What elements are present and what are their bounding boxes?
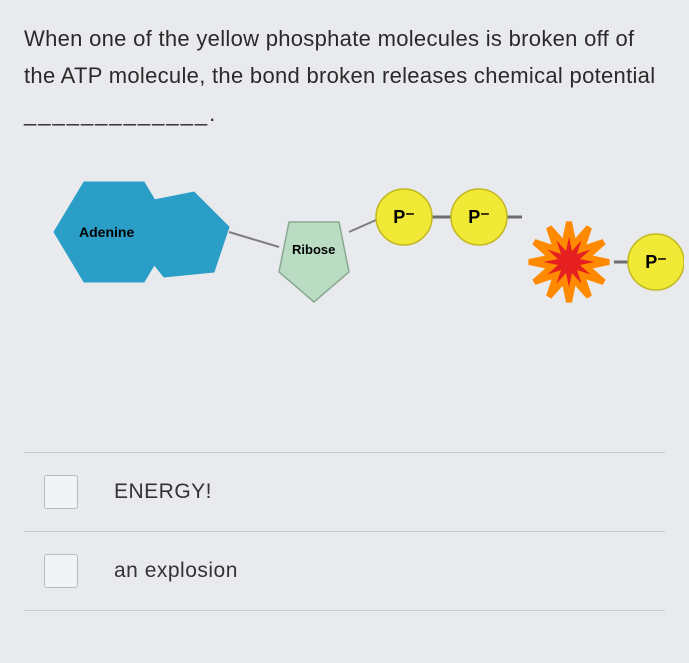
svg-text:P⁻: P⁻ bbox=[468, 207, 490, 227]
checkbox[interactable] bbox=[44, 475, 78, 509]
question-text: When one of the yellow phosphate molecul… bbox=[24, 20, 665, 132]
checkbox[interactable] bbox=[44, 554, 78, 588]
option-row[interactable]: ENERGY! bbox=[24, 452, 665, 532]
question-body: When one of the yellow phosphate molecul… bbox=[24, 26, 655, 88]
question-period: . bbox=[209, 101, 215, 126]
svg-text:P⁻: P⁻ bbox=[393, 207, 415, 227]
atp-diagram: Adenine Ribose P⁻ P⁻ P⁻ bbox=[24, 162, 664, 362]
option-label: an explosion bbox=[114, 559, 238, 583]
blank: _____________ bbox=[24, 101, 209, 126]
answer-options: ENERGY! an explosion bbox=[24, 452, 665, 611]
svg-text:P⁻: P⁻ bbox=[645, 252, 667, 272]
svg-text:Ribose: Ribose bbox=[292, 242, 335, 257]
atp-svg: Adenine Ribose P⁻ P⁻ P⁻ bbox=[24, 162, 684, 362]
option-row[interactable]: an explosion bbox=[24, 532, 665, 611]
svg-text:Adenine: Adenine bbox=[79, 224, 134, 240]
option-label: ENERGY! bbox=[114, 480, 212, 504]
